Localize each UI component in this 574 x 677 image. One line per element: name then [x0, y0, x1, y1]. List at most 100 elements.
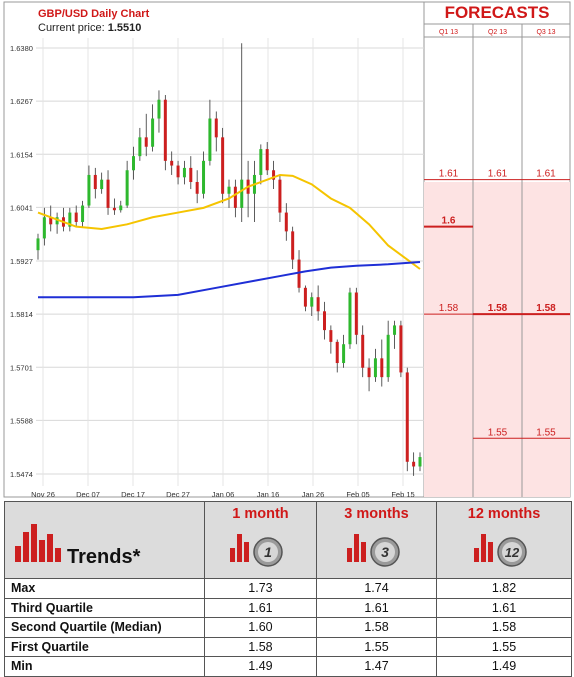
period-3-header: 12 months 12	[436, 501, 572, 579]
current-price-label: Current price:	[38, 22, 105, 34]
candle-body	[348, 292, 352, 345]
row-label: Max	[4, 578, 205, 599]
candles	[36, 43, 422, 476]
row-value: 1.58	[436, 617, 572, 638]
candle-body	[265, 149, 269, 171]
candle-body	[176, 165, 180, 178]
candle-body	[151, 118, 155, 147]
forecast-band-bg	[424, 182, 570, 497]
table-row: Max 1.73 1.74 1.82	[4, 578, 572, 599]
table-row: Third Quartile 1.61 1.61 1.61	[4, 597, 572, 618]
candle-body	[297, 259, 301, 288]
row-value: 1.61	[204, 597, 317, 618]
y-axis-ticks: 1.6380 1.6267 1.6154 1.6041 1.5927 1.5814 1.57…	[10, 44, 33, 479]
candle-body	[386, 334, 390, 378]
table-row: Second Quartile (Median) 1.60 1.58 1.58	[4, 617, 572, 638]
period-2-header: 3 months 3	[315, 501, 438, 579]
candle-body	[221, 137, 225, 194]
row-value: 1.74	[315, 578, 438, 599]
candle-body	[310, 297, 314, 307]
trends-table: Trends* 1 month 1 3 months 3	[4, 501, 572, 677]
row-label: Second Quartile (Median)	[4, 617, 205, 638]
row-value: 1.58	[315, 617, 438, 638]
row-value: 1.82	[436, 578, 572, 599]
candle-body	[157, 99, 161, 119]
candle-body	[393, 325, 397, 335]
candle-body	[208, 118, 212, 161]
row-value: 1.73	[204, 578, 317, 599]
candle-body	[163, 99, 167, 161]
forecast-level-label: 1.55	[536, 427, 556, 438]
forecast-level-label: 1.55	[488, 427, 508, 438]
forecasts-title: FORECASTS	[444, 3, 550, 22]
badge-1: 1	[265, 544, 273, 560]
candle-body	[342, 344, 346, 364]
candle-body	[100, 179, 104, 190]
trends-title-cell: Trends*	[4, 501, 205, 579]
forecast-column-label: Q1 13	[439, 29, 458, 36]
period-1-label: 1 month	[232, 506, 289, 522]
row-value: 1.49	[204, 656, 317, 677]
row-label: First Quartile	[4, 636, 205, 657]
candle-body	[49, 217, 53, 225]
candle-body	[303, 287, 307, 307]
x-tick-label: Jan 06	[212, 490, 235, 499]
candle-body	[272, 170, 276, 180]
trends-header-row: Trends* 1 month 1 3 months 3	[4, 501, 572, 579]
x-tick-label: Feb 15	[391, 490, 414, 499]
y-tick-label: 1.6041	[10, 203, 33, 212]
row-value: 1.47	[315, 656, 438, 677]
period-3-label: 12 months	[467, 506, 541, 522]
gbpusd-chart: 1.6380 1.6267 1.6154 1.6041 1.5927 1.5814 1.57…	[3, 1, 571, 499]
row-value: 1.60	[204, 617, 317, 638]
candle-body	[55, 217, 59, 225]
x-tick-label: Jan 26	[302, 490, 325, 499]
current-price-line: Current price: 1.5510	[38, 22, 141, 34]
candle-body	[81, 205, 85, 222]
candle-body	[373, 358, 377, 378]
candle-body	[354, 292, 358, 335]
period-2-label: 3 months	[344, 506, 409, 522]
candle-body	[68, 212, 72, 227]
y-tick-label: 1.5927	[10, 257, 33, 266]
row-value: 1.49	[436, 656, 572, 677]
candle-body	[335, 341, 339, 364]
y-tick-label: 1.6267	[10, 97, 33, 106]
forecast-column-label: Q2 13	[488, 29, 507, 36]
forecast-column-label: Q3 13	[536, 29, 555, 36]
candle-body	[189, 167, 193, 183]
chart-title: GBP/USD Daily Chart	[38, 8, 150, 20]
x-axis-ticks: Nov 26 Dec 07 Dec 17 Dec 27 Jan 06 Jan 16 Jan …	[31, 490, 415, 499]
forecast-level-label: 1.58	[488, 303, 508, 314]
x-tick-label: Dec 27	[166, 490, 190, 499]
calendar-badge-icon: 12	[474, 534, 527, 567]
forecast-level-label: 1.58	[439, 303, 459, 314]
candle-body	[405, 372, 409, 462]
candle-body	[259, 149, 263, 175]
candle-body	[316, 297, 320, 312]
candle-body	[361, 334, 365, 368]
x-tick-label: Nov 26	[31, 490, 55, 499]
badge-3: 3	[381, 544, 389, 560]
candle-body	[74, 212, 78, 222]
y-tick-label: 1.5701	[10, 363, 33, 372]
y-tick-label: 1.5814	[10, 310, 33, 319]
y-tick-label: 1.5588	[10, 416, 33, 425]
moving-average-blue	[38, 260, 421, 299]
table-row: Min 1.49 1.47 1.49	[4, 656, 572, 677]
period-1-header: 1 month 1	[204, 501, 317, 579]
row-value: 1.58	[204, 636, 317, 657]
row-value: 1.61	[315, 597, 438, 618]
candle-body	[195, 182, 199, 194]
y-tick-label: 1.6154	[10, 150, 33, 159]
candle-body	[42, 217, 46, 239]
candle-body	[36, 238, 40, 251]
row-value: 1.61	[436, 597, 572, 618]
chart-grid	[36, 38, 424, 486]
candle-body	[284, 212, 288, 232]
x-tick-label: Dec 07	[76, 490, 100, 499]
forecast-level-label: 1.61	[439, 169, 459, 180]
candle-body	[278, 179, 282, 213]
badge-12: 12	[505, 545, 520, 560]
forecast-level-label: 1.6	[442, 216, 456, 227]
